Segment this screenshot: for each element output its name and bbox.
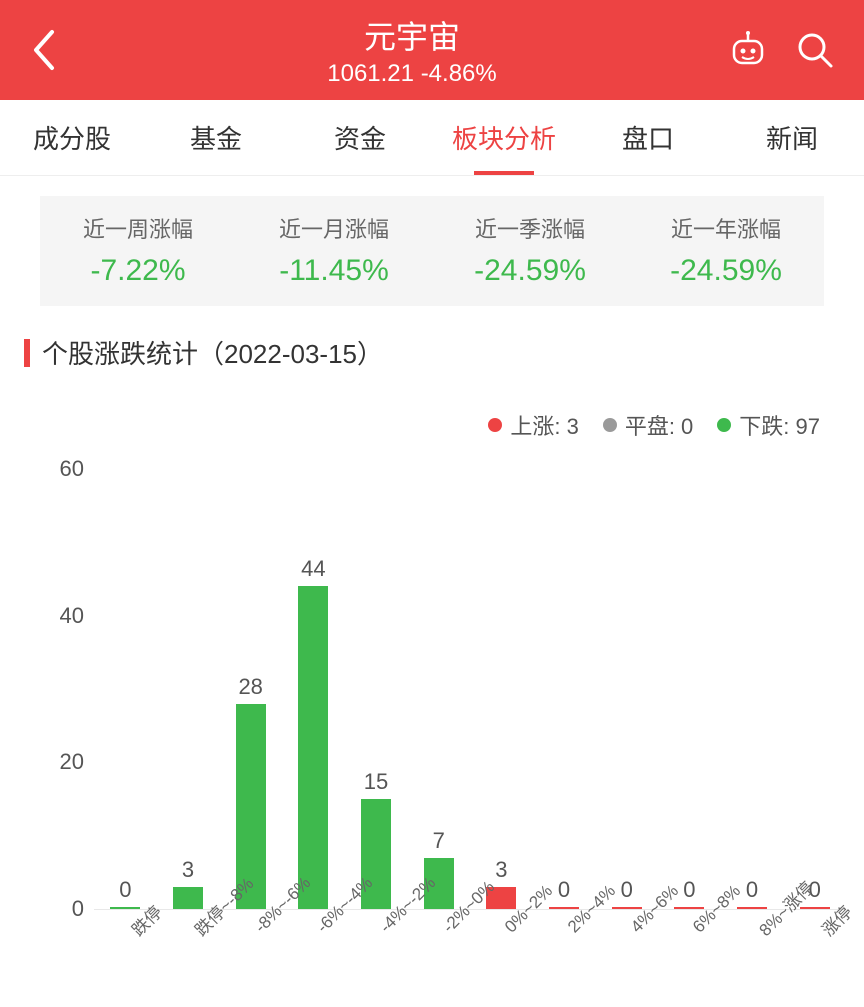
plot-area: 032844157300000 跌停跌停~-8%-8%~-6%-6%~-4%-4…	[94, 447, 846, 1007]
stat-cell: 近一年涨幅 -24.59%	[628, 212, 824, 288]
legend-item: 上涨: 3	[488, 409, 578, 441]
tab-bar: 成分股基金资金板块分析盘口新闻	[0, 100, 864, 176]
bar-rect	[737, 907, 767, 909]
tab-item[interactable]: 新闻	[720, 100, 864, 175]
stat-cell: 近一季涨幅 -24.59%	[432, 212, 628, 288]
x-label-slot: 4%~6%	[595, 915, 658, 1007]
period-stats-row: 近一周涨幅-7.22%近一月涨幅-11.45%近一季涨幅-24.59%近一年涨幅…	[40, 196, 824, 306]
header-title-block: 元宇宙 1061.21 -4.86%	[110, 12, 714, 88]
x-label-slot: 2%~4%	[533, 915, 596, 1007]
bar-rect	[110, 907, 140, 909]
stat-label: 近一月涨幅	[236, 212, 432, 244]
bar-value-label: 7	[433, 828, 445, 854]
x-label-slot: 8%~涨停	[721, 915, 784, 1007]
tab-item[interactable]: 成分股	[0, 100, 144, 175]
legend-item: 平盘: 0	[603, 409, 693, 441]
tab-item[interactable]: 资金	[288, 100, 432, 175]
y-tick-label: 40	[60, 603, 84, 629]
y-tick-label: 20	[60, 749, 84, 775]
bar-slot: 44	[282, 469, 345, 909]
chart-legend: 上涨: 3 平盘: 0 下跌: 97	[44, 409, 820, 441]
x-axis-labels: 跌停跌停~-8%-8%~-6%-6%~-4%-4%~-2%-2%~0%0%~2%…	[94, 915, 846, 1007]
bar-slot: 0	[595, 469, 658, 909]
x-label-slot: 跌停~-8%	[157, 915, 220, 1007]
tab-item[interactable]: 基金	[144, 100, 288, 175]
index-change: -4.86%	[421, 60, 497, 87]
bars-container: 032844157300000	[94, 469, 846, 909]
bar-slot: 0	[721, 469, 784, 909]
stat-cell: 近一月涨幅 -11.45%	[236, 212, 432, 288]
bar-slot: 28	[219, 469, 282, 909]
tab-item[interactable]: 盘口	[576, 100, 720, 175]
bar-value-label: 3	[495, 857, 507, 883]
x-label-slot: 0%~2%	[470, 915, 533, 1007]
bar-slot: 0	[94, 469, 157, 909]
tab-item[interactable]: 板块分析	[432, 100, 576, 175]
x-label-slot: 跌停	[94, 915, 157, 1007]
stat-value: -11.45%	[236, 254, 432, 288]
bar-slot: 3	[157, 469, 220, 909]
stat-label: 近一年涨幅	[628, 212, 824, 244]
bar-slot: 3	[470, 469, 533, 909]
chevron-left-icon	[30, 28, 56, 72]
bar-value-label: 0	[119, 877, 131, 903]
stat-value: -7.22%	[40, 254, 236, 288]
x-label-slot: -4%~-2%	[345, 915, 408, 1007]
bar-value-label: 15	[364, 769, 388, 795]
legend-text: 平盘: 0	[625, 409, 693, 441]
distribution-chart: 0204060 032844157300000 跌停跌停~-8%-8%~-6%-…	[44, 447, 846, 1007]
bar-slot: 7	[407, 469, 470, 909]
legend-text: 上涨: 3	[510, 409, 578, 441]
section-header: 个股涨跌统计（2022-03-15）	[24, 334, 840, 371]
x-label-slot: -8%~-6%	[219, 915, 282, 1007]
index-value: 1061.21	[327, 60, 414, 87]
bar-value-label: 0	[683, 877, 695, 903]
bar-rect	[800, 907, 830, 909]
legend-dot-icon	[717, 418, 731, 432]
y-tick-label: 0	[72, 896, 84, 922]
section-title-text: 个股涨跌统计（2022-03-15）	[42, 334, 383, 371]
x-label-slot: -2%~0%	[407, 915, 470, 1007]
robot-icon	[728, 31, 768, 69]
bar-rect	[612, 907, 642, 909]
y-axis: 0 20 40 60	[44, 447, 94, 1007]
stat-label: 近一季涨幅	[432, 212, 628, 244]
bar-rect	[549, 907, 579, 909]
section-accent-bar	[24, 339, 30, 367]
bar-value-label: 3	[182, 857, 194, 883]
y-tick-label: 60	[60, 456, 84, 482]
index-subtitle: 1061.21 -4.86%	[110, 60, 714, 88]
stat-value: -24.59%	[628, 254, 824, 288]
back-button[interactable]	[30, 28, 110, 72]
bar-slot: 15	[345, 469, 408, 909]
bar-slot: 0	[533, 469, 596, 909]
page-title: 元宇宙	[110, 12, 714, 58]
legend-text: 下跌: 97	[739, 409, 820, 441]
legend-dot-icon	[603, 418, 617, 432]
bar-slot: 0	[783, 469, 846, 909]
legend-dot-icon	[488, 418, 502, 432]
bar-value-label: 0	[746, 877, 758, 903]
stat-cell: 近一周涨幅 -7.22%	[40, 212, 236, 288]
x-label-slot: 6%~8%	[658, 915, 721, 1007]
bar-rect	[674, 907, 704, 909]
bar-value-label: 0	[621, 877, 633, 903]
bar-rect	[298, 586, 328, 909]
bar-rect	[173, 887, 203, 909]
bar-slot: 0	[658, 469, 721, 909]
app-header: 元宇宙 1061.21 -4.86%	[0, 0, 864, 100]
x-label-slot: -6%~-4%	[282, 915, 345, 1007]
bar-value-label: 28	[238, 674, 262, 700]
legend-item: 下跌: 97	[717, 409, 820, 441]
search-button[interactable]	[796, 31, 834, 69]
robot-button[interactable]	[728, 31, 768, 69]
bar-value-label: 0	[558, 877, 570, 903]
x-label-slot: 涨停	[783, 915, 846, 1007]
search-icon	[796, 31, 834, 69]
stat-label: 近一周涨幅	[40, 212, 236, 244]
stat-value: -24.59%	[432, 254, 628, 288]
bar-value-label: 44	[301, 556, 325, 582]
